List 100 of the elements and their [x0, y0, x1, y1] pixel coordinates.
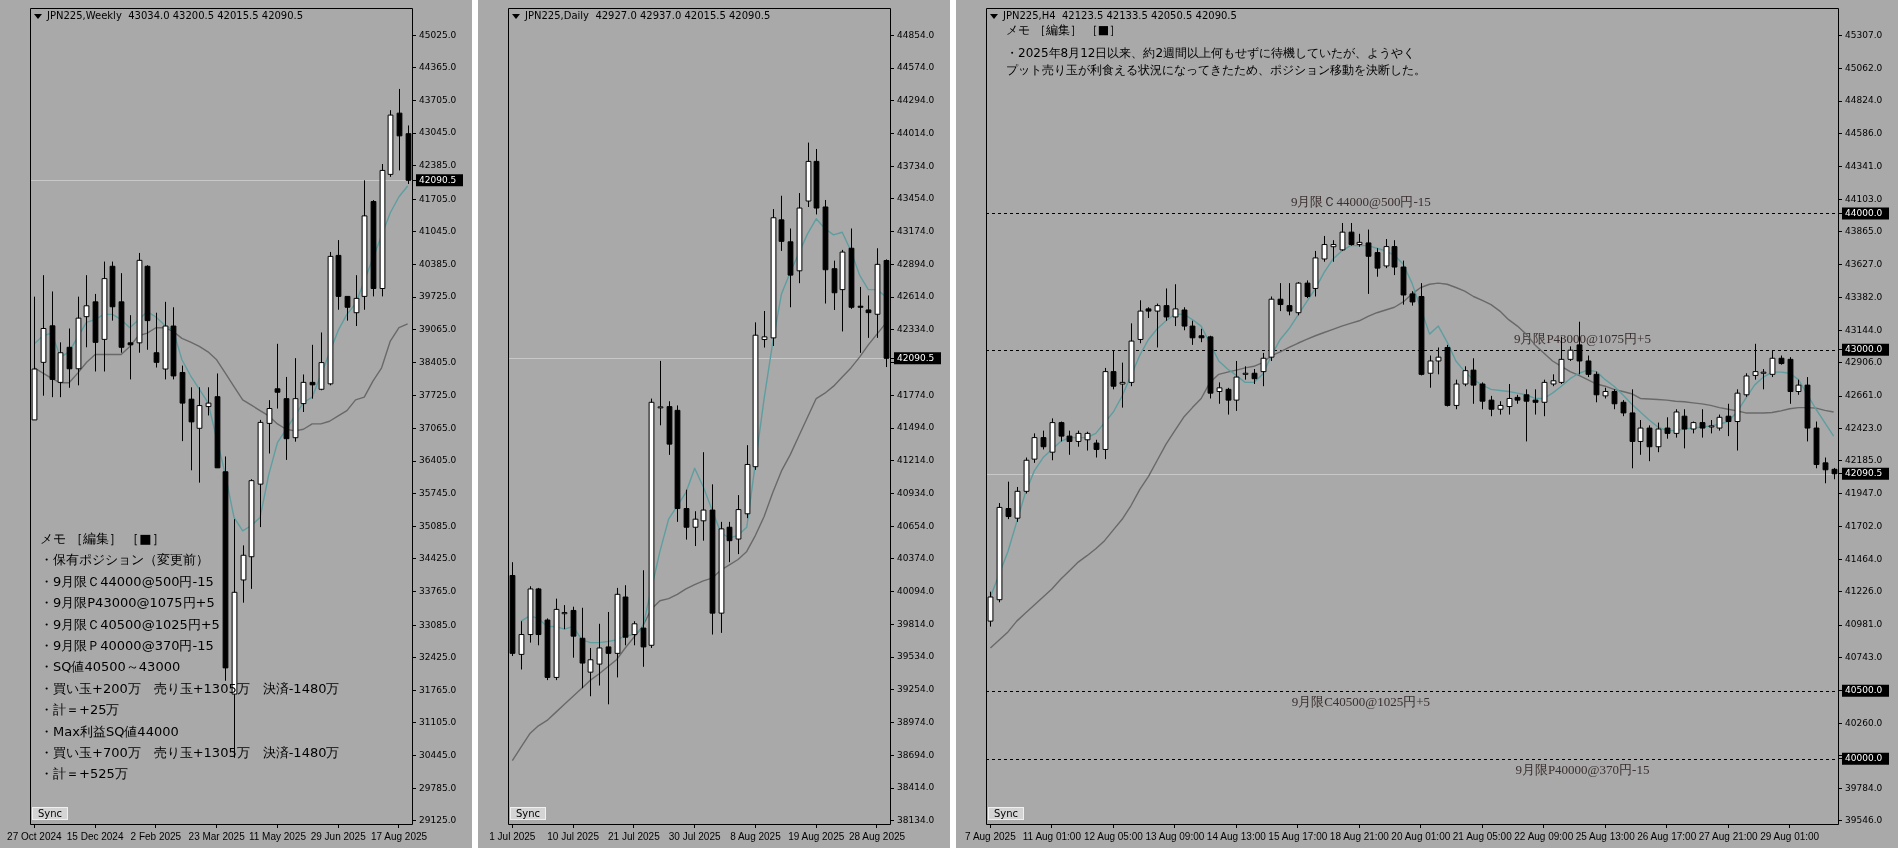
y-tick-label: 42334.0 — [897, 324, 935, 335]
y-tick-label: 41705.0 — [419, 193, 457, 204]
x-tick-label: 23 Mar 2025 — [188, 830, 246, 842]
x-tick-label: 13 Aug 09:00 — [1145, 830, 1205, 842]
chart-title: JPN225,H4 42123.5 42133.5 42050.5 42090.5 — [1003, 10, 1237, 22]
y-tick-label: 40000.0 — [1845, 753, 1883, 764]
y-tick-label: 30445.0 — [419, 749, 457, 760]
x-tick-label: 15 Dec 2024 — [66, 830, 124, 842]
x-tick-label: 8 Aug 2025 — [730, 830, 782, 842]
y-tick-label: 29785.0 — [419, 782, 457, 793]
y-tick-label: 39065.0 — [419, 324, 457, 335]
y-tick-label: 41214.0 — [897, 455, 935, 466]
y-tick-label: 42906.0 — [1845, 356, 1883, 367]
annotation: ・9月限P43000@1075円+5 — [40, 594, 216, 613]
x-tick-label: 25 Aug 13:00 — [1575, 830, 1636, 842]
y-tick-label: 40094.0 — [897, 585, 935, 596]
y-tick-label: 42385.0 — [419, 160, 457, 171]
annotation: ・保有ポジション（変更前） — [40, 551, 210, 570]
y-tick-label: 43144.0 — [1845, 324, 1883, 335]
y-tick-label: 38134.0 — [897, 815, 935, 826]
y-tick-label: 42090.5 — [1845, 468, 1883, 479]
y-tick-label: 35745.0 — [419, 488, 457, 499]
annotation: ・2025年8月12日以来、約2週間以上何もせずに待機していたが、ようやくプット売り玉が利食える状況になってきたため、ポジション移動を決断した。 — [1006, 45, 1426, 79]
chart-title: JPN225,Weekly 43034.0 43200.5 42015.5 42090.5 — [47, 10, 304, 22]
x-tick-label: 29 Jun 2025 — [310, 830, 367, 842]
y-tick-label: 37065.0 — [419, 422, 457, 433]
y-tick-label: 42423.0 — [1845, 422, 1883, 433]
y-tick-label: 41774.0 — [897, 389, 935, 400]
y-tick-label: 42185.0 — [1845, 455, 1883, 466]
annotation: メモ ［編集］ ［■］ — [40, 530, 166, 548]
annotation: ・買い玉+200万 売り玉+1305万 決済-1480万 — [40, 679, 340, 698]
y-tick-label: 38974.0 — [897, 716, 935, 727]
x-tick-label: 21 Jul 2025 — [608, 830, 661, 842]
x-tick-label: 21 Aug 05:00 — [1452, 830, 1513, 842]
annotation: ・9月限Ｐ40000@370円-15 — [40, 637, 215, 656]
annotation: ・SQ値40500～43000 — [40, 658, 182, 677]
x-tick-label: 1 Jul 2025 — [489, 830, 536, 842]
y-tick-label: 44014.0 — [897, 127, 935, 138]
x-tick-label: 7 Aug 2025 — [965, 830, 1017, 842]
y-tick-label: 35085.0 — [419, 520, 457, 531]
x-tick-label: 11 Aug 01:00 — [1022, 830, 1082, 842]
y-tick-label: 40260.0 — [1845, 717, 1883, 728]
y-tick-label: 39254.0 — [897, 684, 935, 695]
y-tick-label: 38694.0 — [897, 749, 935, 760]
x-tick-label: 26 Aug 17:00 — [1637, 830, 1697, 842]
y-tick-label: 44586.0 — [1845, 127, 1883, 138]
y-tick-label: 40654.0 — [897, 520, 935, 531]
y-tick-label: 44824.0 — [1845, 95, 1883, 106]
y-tick-label: 39534.0 — [897, 651, 935, 662]
y-tick-label: 41702.0 — [1845, 521, 1883, 532]
y-tick-label: 42090.5 — [897, 352, 935, 363]
ref-line-label: 9月限P40000@370円-15 — [1515, 762, 1650, 778]
y-tick-label: 43865.0 — [1845, 226, 1883, 237]
y-tick-label: 41464.0 — [1845, 553, 1883, 564]
annotation: ・計＝+525万 — [40, 765, 129, 784]
annotation: メモ ［編集］ ［■］ — [1006, 22, 1122, 39]
y-tick-label: 43000.0 — [1845, 344, 1883, 355]
y-tick-label: 42090.5 — [419, 174, 457, 185]
y-tick-label: 36405.0 — [419, 455, 457, 466]
y-tick-label: 43705.0 — [419, 94, 457, 105]
y-tick-label: 32425.0 — [419, 652, 457, 663]
y-tick-label: 29125.0 — [419, 815, 457, 826]
y-tick-label: 44000.0 — [1845, 207, 1883, 218]
y-tick-label: 37725.0 — [419, 390, 457, 401]
y-tick-label: 33765.0 — [419, 585, 457, 596]
y-tick-label: 40374.0 — [897, 553, 935, 564]
ref-line-label: 9月限Ｃ44000@500円-15 — [1290, 194, 1431, 210]
x-tick-label: 27 Aug 21:00 — [1698, 830, 1759, 842]
y-tick-label: 40981.0 — [1845, 619, 1883, 630]
y-tick-label: 39546.0 — [1845, 815, 1883, 826]
y-tick-label: 42614.0 — [897, 291, 935, 302]
annotation: Sync — [988, 807, 1025, 820]
y-tick-label: 45307.0 — [1845, 29, 1883, 40]
y-tick-label: 41045.0 — [419, 226, 457, 237]
y-tick-label: 43382.0 — [1845, 292, 1883, 303]
y-tick-label: 40385.0 — [419, 258, 457, 269]
y-tick-label: 43627.0 — [1845, 258, 1883, 269]
y-tick-label: 33085.0 — [419, 619, 457, 630]
y-tick-label: 44294.0 — [897, 95, 935, 106]
x-tick-label: 29 Aug 01:00 — [1760, 830, 1820, 842]
x-tick-label: 22 Aug 09:00 — [1514, 830, 1574, 842]
x-tick-label: 14 Aug 13:00 — [1206, 830, 1267, 842]
ref-line-label: 9月限C40500@1025円+5 — [1291, 694, 1431, 710]
y-tick-label: 40500.0 — [1845, 685, 1883, 695]
annotation: ・9月限Ｃ40500@1025円+5 — [40, 615, 221, 634]
y-tick-label: 31765.0 — [419, 684, 457, 695]
y-tick-label: 41494.0 — [897, 422, 935, 433]
y-tick-label: 39725.0 — [419, 291, 457, 302]
y-tick-label: 44365.0 — [419, 62, 457, 73]
y-tick-label: 42894.0 — [897, 258, 935, 269]
x-tick-label: 19 Aug 2025 — [788, 830, 845, 842]
y-tick-label: 45062.0 — [1845, 63, 1883, 74]
x-tick-label: 10 Jul 2025 — [547, 830, 600, 842]
x-tick-label: 12 Aug 05:00 — [1083, 830, 1144, 842]
y-tick-label: 43454.0 — [897, 193, 935, 204]
y-tick-label: 39814.0 — [897, 618, 935, 629]
y-tick-label: 38414.0 — [897, 782, 935, 793]
x-tick-label: 15 Aug 17:00 — [1268, 830, 1328, 842]
y-tick-label: 44341.0 — [1845, 161, 1883, 172]
x-tick-label: 20 Aug 01:00 — [1391, 830, 1451, 842]
